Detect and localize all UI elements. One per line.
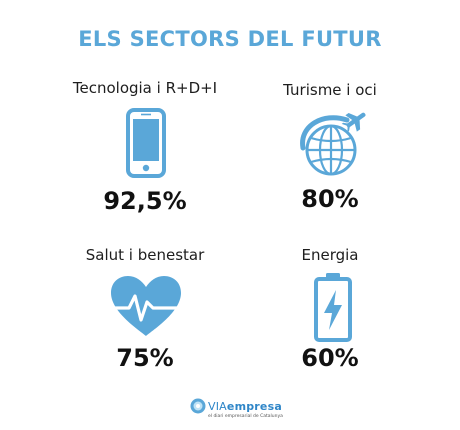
logo-mark-icon	[190, 398, 206, 414]
globe-airplane-icon	[300, 112, 366, 176]
sector-percentage: 92,5%	[103, 187, 187, 215]
sector-energy: Energia 60%	[215, 240, 445, 410]
logo-brand-suffix: empresa	[226, 400, 282, 413]
sector-tourism: Turisme i oci 80%	[215, 70, 445, 240]
sector-percentage: 75%	[116, 344, 174, 372]
sector-percentage: 60%	[301, 344, 359, 372]
viaempresa-logo: VIAempresa el diari empresarial de Catal…	[190, 398, 290, 424]
page-title: ELS SECTORS DEL FUTUR	[78, 27, 382, 51]
sector-health: Salut i benestar 75%	[30, 240, 260, 410]
logo-tagline: el diari empresarial de Catalunya	[208, 414, 283, 419]
sector-label: Energia	[301, 246, 359, 264]
sector-label: Tecnologia i R+D+I	[72, 79, 218, 97]
logo-brand-prefix: VIA	[208, 400, 227, 413]
logo-brand: VIAempresa	[208, 400, 282, 413]
heart-pulse-icon	[109, 276, 183, 336]
sector-label: Salut i benestar	[85, 246, 205, 264]
sector-technology: Tecnologia i R+D+I 92,5%	[30, 70, 260, 240]
battery-bolt-icon	[314, 273, 352, 342]
sector-percentage: 80%	[301, 185, 359, 213]
sector-label: Turisme i oci	[283, 81, 377, 99]
smartphone-icon	[126, 108, 166, 178]
